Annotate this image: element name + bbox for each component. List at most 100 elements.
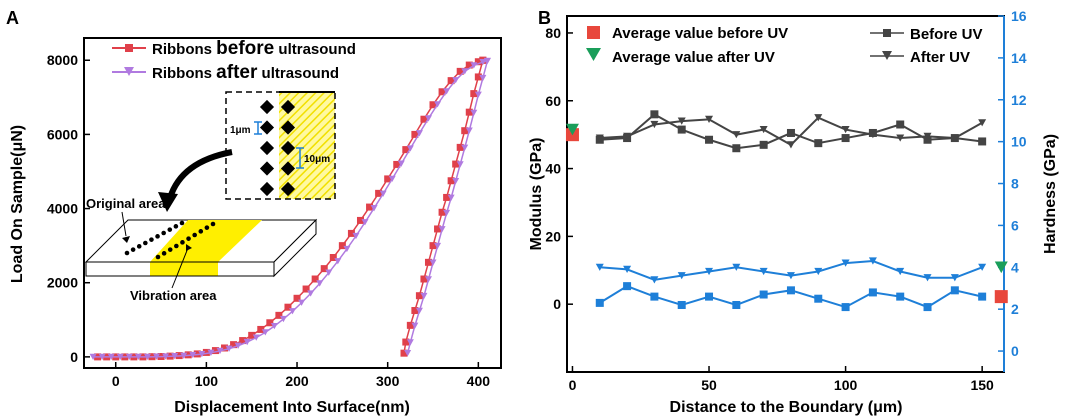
series-1-loading-point <box>171 352 179 360</box>
legend-a-before-label: Ribbons before ultrasound <box>152 38 356 59</box>
series-b-0-point <box>896 120 905 129</box>
average-5-point <box>565 123 579 136</box>
series-1-loading-point <box>143 353 151 361</box>
series-0-unloading-point <box>443 193 451 201</box>
series-b-1-point <box>732 131 741 139</box>
legend-b-before-label: Before UV <box>910 26 983 43</box>
series-1-loading-point <box>116 353 124 361</box>
chart-a-x-tick-label: 200 <box>285 373 309 389</box>
slab-indent-vibration <box>155 254 161 260</box>
chart-b-x-tick-label: 50 <box>701 377 717 393</box>
series-0-unloading-point <box>429 242 437 250</box>
series-b-3-point <box>814 267 823 276</box>
series-0-unloading-point <box>400 349 408 357</box>
series-1-loading-point <box>424 115 432 122</box>
series-b-2-point <box>786 286 795 295</box>
series-0-unloading-point <box>438 208 446 216</box>
series-b-0-point <box>705 135 714 144</box>
series-1-loading-point <box>289 308 296 315</box>
series-1-loading-point <box>225 345 233 352</box>
series-0-unloading-point <box>434 225 442 233</box>
series-0-loading-point <box>338 242 346 250</box>
series-0-loading-point <box>302 285 310 293</box>
slab-indent-original <box>143 240 148 246</box>
series-b-1-point <box>650 120 659 129</box>
slab-indent-original <box>130 247 136 252</box>
chart-b-y2-tick-label: 10 <box>1011 134 1027 150</box>
inset-indent-right <box>280 99 296 115</box>
chart-b-y2-tick-label: 2 <box>1011 301 1019 317</box>
series-1-unloading-point <box>434 242 442 250</box>
series-1-unloading-point <box>474 91 482 98</box>
chart-a-series <box>89 56 491 361</box>
series-b-1-point <box>595 134 604 142</box>
slab-indent-vibration <box>167 247 173 252</box>
series-0-loading-point <box>411 130 419 138</box>
series-0-loading-point <box>248 331 256 339</box>
slab-indent-vibration <box>210 221 216 227</box>
slab-indent-vibration <box>161 251 167 256</box>
series-0-unloading-point <box>465 108 473 116</box>
slab-indent-vibration <box>174 243 179 249</box>
series-0-loading-point <box>366 203 374 211</box>
series-1-unloading-point <box>415 307 423 315</box>
series-1-loading-point <box>352 232 360 240</box>
slab-indent-vibration <box>204 225 210 230</box>
chart-b-y2-tick-label: 4 <box>1011 259 1019 275</box>
vibration-area-label: Vibration area <box>130 288 217 303</box>
series-1-loading-point <box>325 269 333 276</box>
legend-a-after-label: Ribbons after ultrasound <box>152 62 339 83</box>
inset-indent-right <box>280 120 296 135</box>
series-1-loading-point <box>370 205 378 212</box>
chart-a-x-tick-label: 0 <box>112 373 120 389</box>
chart-a-x-tick-label: 300 <box>376 373 400 389</box>
series-1-loading-point <box>307 290 315 297</box>
series-1-loading-point <box>107 353 115 361</box>
series-b-2-point <box>978 292 987 301</box>
inset-indent-left <box>259 99 275 115</box>
series-b-1-point <box>841 125 850 134</box>
series-b-0-point <box>677 125 686 134</box>
series-0-loading-point <box>356 216 364 224</box>
series-1-loading-point <box>361 219 369 226</box>
series-b-0-point <box>650 110 659 119</box>
series-b-1-point <box>759 125 768 134</box>
chart-a-plot-frame <box>83 37 502 369</box>
chart-a-y-tick-label: 8000 <box>47 52 78 68</box>
series-1-loading-point <box>452 77 460 84</box>
series-1-loading-point <box>434 101 442 108</box>
slab-vibration-top <box>150 220 262 262</box>
series-b-2-point <box>732 300 741 309</box>
series-0-loading-point <box>393 160 401 168</box>
series-b-2-point <box>595 298 604 307</box>
series-b-2-point <box>923 303 932 312</box>
slab-side <box>273 218 317 278</box>
zoom-arrow <box>167 149 233 199</box>
series-1-loading-point <box>415 130 423 137</box>
average-4-point <box>994 290 1008 304</box>
series-1-loading-point <box>89 353 97 361</box>
series-1-unloading-point <box>470 109 478 117</box>
series-0-unloading-point <box>406 321 414 329</box>
inset-indent-left <box>259 161 275 176</box>
series-0-loading-point <box>329 254 337 262</box>
series-0-unloading-point <box>452 160 460 168</box>
series-1-loading-point <box>270 322 278 330</box>
panel-label-a: A <box>6 8 19 28</box>
series-b-1-point <box>923 132 932 140</box>
slab-indent-original <box>149 237 154 242</box>
legend-b-avg-before-label: Average value before UV <box>612 25 788 42</box>
series-1-loading-point <box>98 353 106 361</box>
series-1-loading-point <box>180 352 188 359</box>
series-0-loading-point <box>311 275 319 283</box>
original-area-pointer-head <box>122 236 130 243</box>
chart-b-y-tick-label: 20 <box>545 228 561 244</box>
slab-indent-original <box>124 250 130 256</box>
chart-a-y-label: Load On Sample(μN) <box>9 125 26 283</box>
legend-b-before-marker <box>883 29 891 37</box>
series-1-unloading-point <box>479 74 487 82</box>
series-0-unloading-point <box>420 275 428 283</box>
series-1-unloading-point <box>483 57 491 65</box>
